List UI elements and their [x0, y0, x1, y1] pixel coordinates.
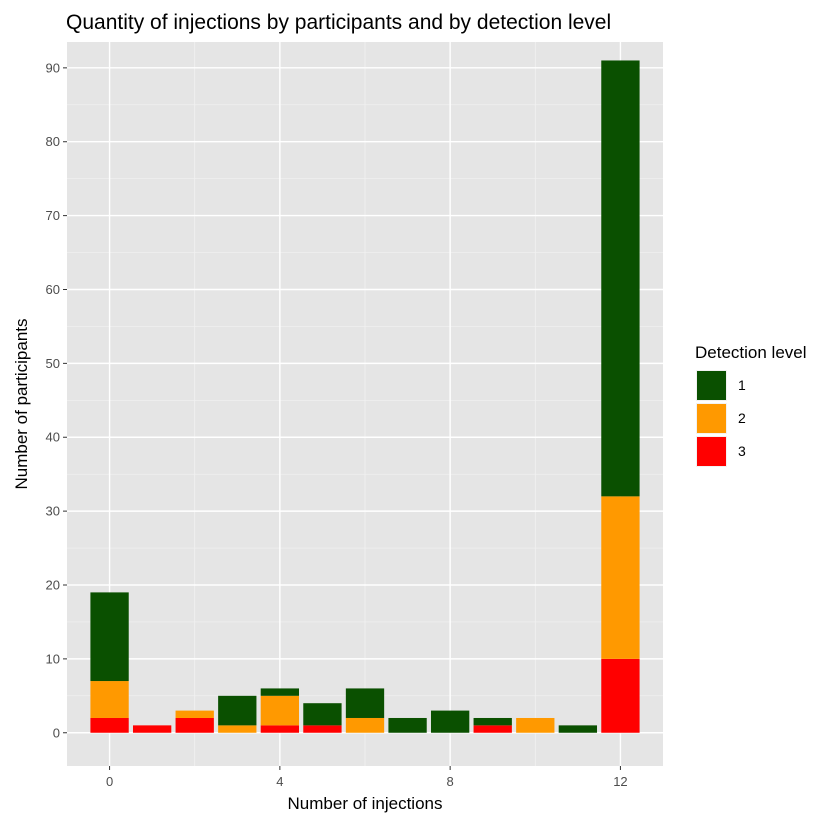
legend-label-level-2: 2	[738, 410, 746, 426]
bar-segment-level-3	[260, 725, 300, 733]
y-axis-title: Number of participants	[12, 318, 31, 489]
bar-segment-level-1	[388, 717, 427, 733]
y-tick-label: 80	[46, 134, 60, 149]
bar-segment-level-1	[473, 717, 512, 726]
bar-segment-level-3	[303, 725, 342, 733]
legend-title: Detection level	[695, 343, 807, 362]
bar-segment-level-2	[260, 695, 300, 726]
bar-segment-level-2	[90, 681, 129, 718]
y-axis: 0 10 20 30 40 50 60 70 80 90	[46, 60, 67, 740]
bar-segment-level-2	[345, 717, 385, 733]
x-tick-label: 4	[276, 774, 283, 789]
legend-key-level-1	[697, 371, 726, 400]
x-tick-label: 12	[613, 774, 627, 789]
x-axis-title: Number of injections	[288, 794, 443, 813]
bar-segment-level-2	[516, 717, 555, 733]
y-tick-label: 10	[46, 651, 60, 666]
x-tick-label: 0	[106, 774, 113, 789]
y-tick-label: 40	[46, 430, 60, 445]
bar-segment-level-1	[90, 592, 129, 682]
chart-title: Quantity of injections by participants a…	[66, 11, 611, 34]
bar-segment-level-1	[558, 725, 598, 733]
y-tick-label: 50	[46, 356, 60, 371]
bar-segment-level-3	[132, 725, 172, 733]
bar-segment-level-2	[218, 725, 257, 733]
y-tick-label: 60	[46, 282, 60, 297]
legend: Detection level 1 2 3	[695, 343, 807, 467]
bar-segment-level-1	[601, 60, 640, 497]
legend-key-level-3	[697, 437, 726, 466]
y-tick-label: 20	[46, 578, 60, 593]
y-tick-label: 90	[46, 60, 60, 75]
bar-segment-level-1	[218, 695, 257, 726]
bars	[90, 60, 640, 733]
bar-segment-level-2	[175, 710, 214, 718]
bar-segment-level-1	[260, 688, 300, 696]
bar-segment-level-3	[90, 717, 129, 733]
bar-segment-level-3	[473, 725, 512, 733]
bar-segment-level-1	[430, 710, 470, 733]
legend-key-level-2	[697, 404, 726, 433]
bar-segment-level-3	[175, 717, 214, 733]
bar-segment-level-1	[345, 688, 385, 718]
legend-label-level-1: 1	[738, 377, 746, 393]
y-tick-label: 70	[46, 208, 60, 223]
legend-label-level-3: 3	[738, 443, 746, 459]
y-tick-label: 0	[53, 725, 60, 740]
bar-segment-level-3	[601, 658, 640, 733]
y-tick-label: 30	[46, 504, 60, 519]
x-axis: 0 4 8 12	[106, 766, 628, 789]
bar-segment-level-2	[601, 496, 640, 659]
x-tick-label: 8	[447, 774, 454, 789]
bar-segment-level-1	[303, 703, 342, 726]
